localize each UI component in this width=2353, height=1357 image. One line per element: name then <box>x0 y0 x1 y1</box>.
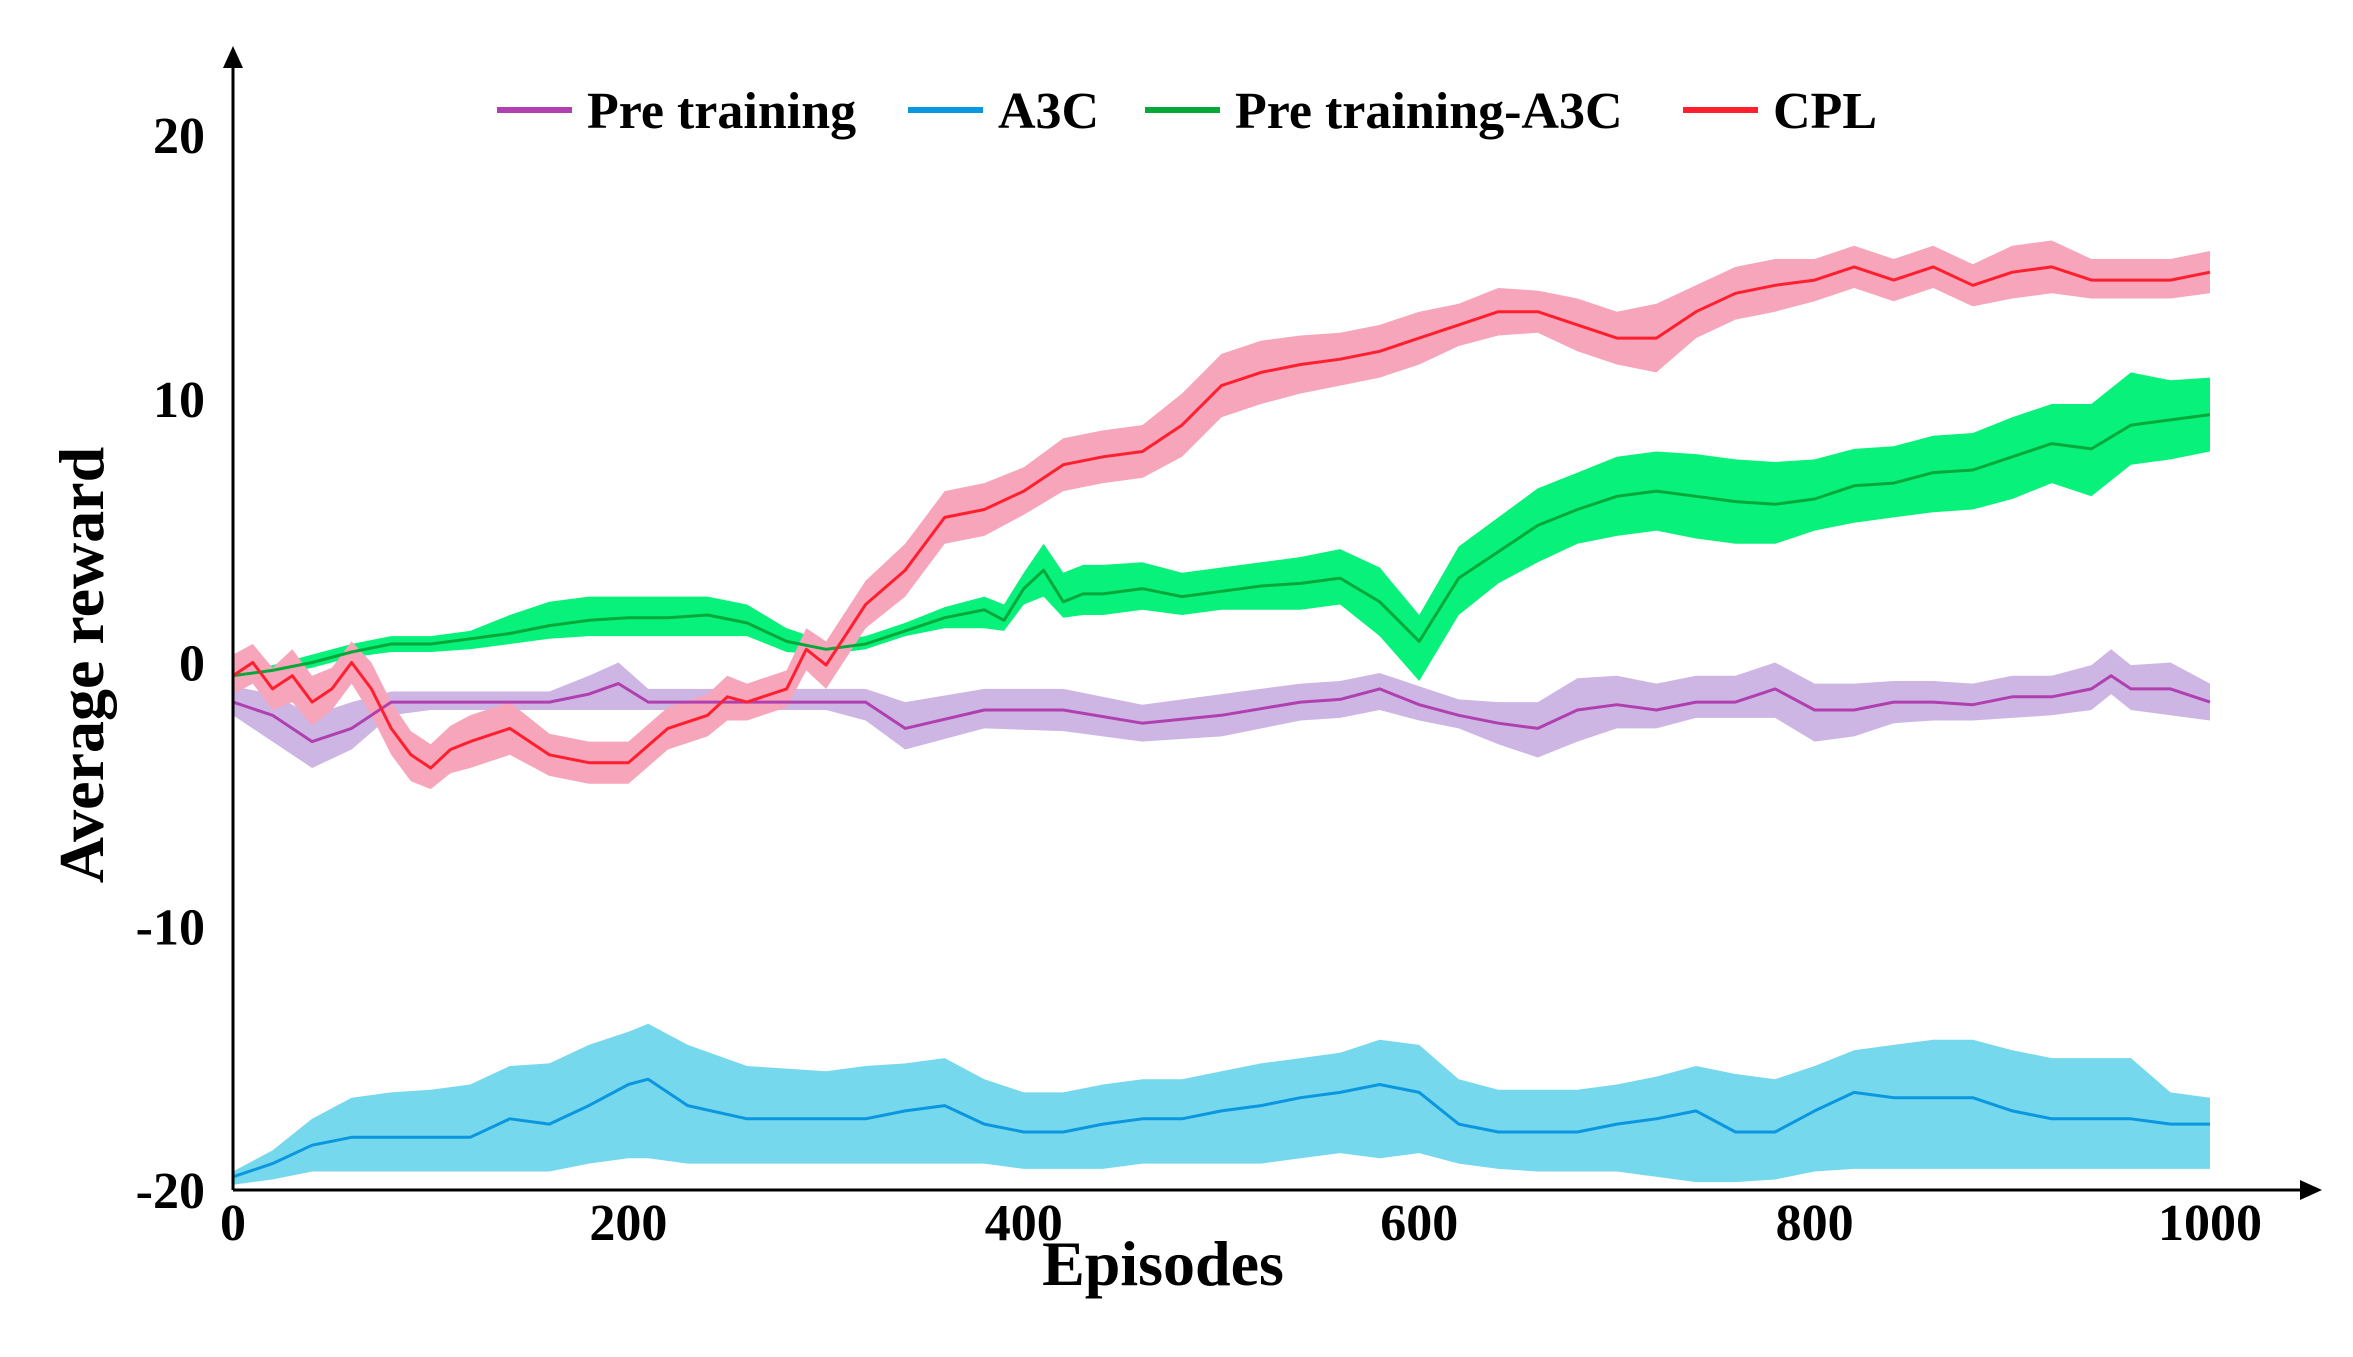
legend: Pre training A3C Pre training-A3C CPL <box>497 83 1877 140</box>
y-tick-label: 0 <box>179 636 205 693</box>
band-a3c <box>233 1023 2210 1185</box>
y-tick-label: -20 <box>136 1163 205 1220</box>
x-axis-title: Episodes <box>1042 1228 1284 1299</box>
x-tick-label: 1000 <box>2158 1195 2262 1252</box>
series-lines <box>232 265 2211 1179</box>
legend-label-pre-training-a3c: Pre training-A3C <box>1235 83 1623 140</box>
line-a3c <box>232 1077 2210 1179</box>
line-pre-training-a3c <box>232 413 2211 678</box>
band-pre-training <box>233 649 2210 768</box>
y-axis-title: Average reward <box>46 447 117 884</box>
y-axis-arrow <box>223 46 243 68</box>
legend-item-pre-training-a3c: Pre training-A3C <box>1145 83 1623 140</box>
y-tick-label: 10 <box>153 372 205 429</box>
x-tick-label: 0 <box>220 1195 246 1252</box>
line-cpl <box>232 265 2211 770</box>
x-tick-label: 200 <box>589 1195 667 1252</box>
y-tick-label: 20 <box>153 108 205 165</box>
y-tick-label: -10 <box>136 899 205 956</box>
band-pre-training-a3c <box>233 372 2210 684</box>
line-pre-training <box>232 674 2211 744</box>
y-tick-labels: -20 -10 0 10 20 <box>136 108 205 1220</box>
legend-item-a3c: A3C <box>908 83 1099 140</box>
confidence-bands <box>233 240 2210 1185</box>
legend-label-cpl: CPL <box>1773 83 1877 140</box>
x-axis-arrow <box>2300 1180 2322 1200</box>
axes <box>223 46 2322 1200</box>
x-tick-label: 400 <box>985 1195 1063 1252</box>
x-tick-label: 600 <box>1380 1195 1458 1252</box>
band-cpl <box>233 240 2210 790</box>
legend-label-pre-training: Pre training <box>587 83 856 140</box>
x-tick-labels: 0 200 400 600 800 1000 <box>220 1195 2262 1252</box>
legend-item-pre-training: Pre training <box>497 83 856 140</box>
legend-item-cpl: CPL <box>1683 83 1877 140</box>
legend-label-a3c: A3C <box>998 83 1099 140</box>
x-tick-label: 800 <box>1776 1195 1854 1252</box>
